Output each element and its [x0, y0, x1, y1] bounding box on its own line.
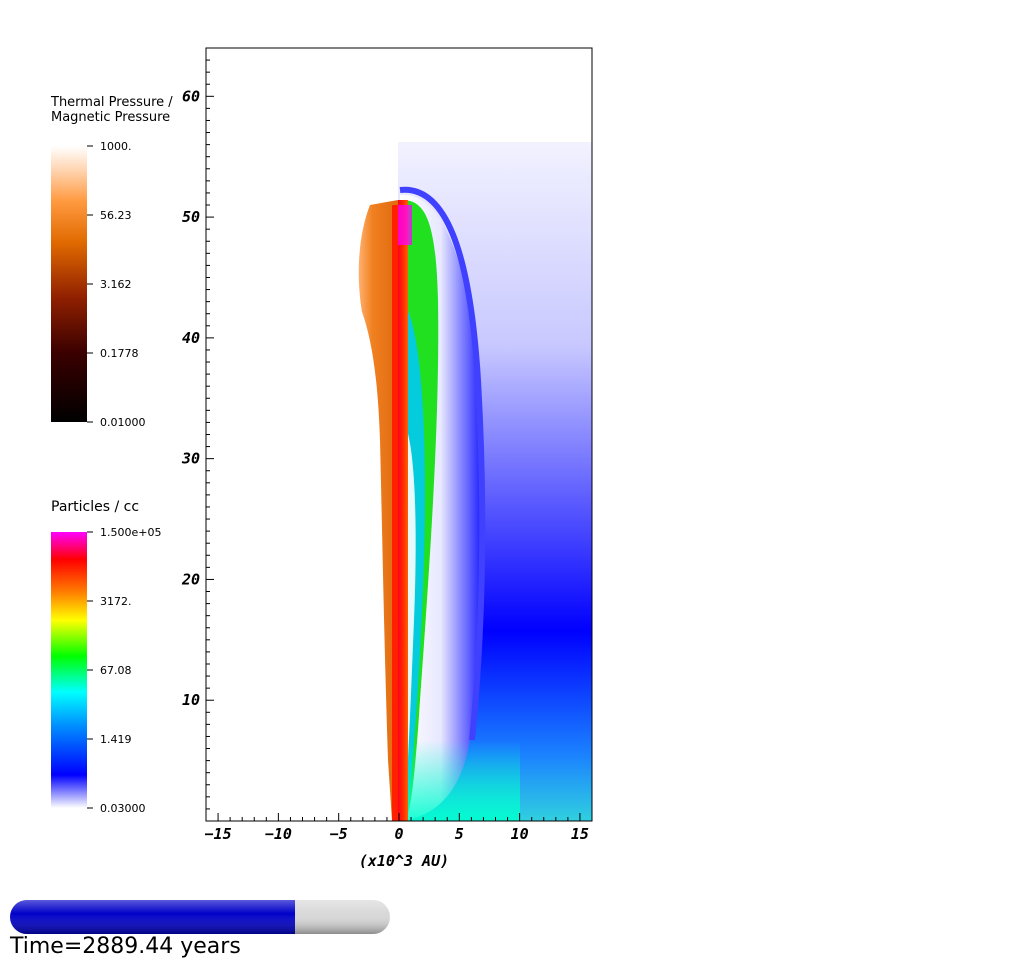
bow-shock [399, 186, 486, 741]
y-axis-labels: 10 20 30 40 50 60 [181, 87, 200, 709]
x-tick-label: 15 [571, 825, 589, 843]
x-tick-label: 10 [511, 825, 529, 843]
pressure-tick-label: 3.162 [100, 278, 132, 291]
y-tick-label: 50 [182, 208, 200, 226]
density-colorbar-gradient [51, 532, 87, 808]
x-axis-title: (x10^3 AU) [359, 852, 449, 870]
x-tick-label: 5 [455, 825, 464, 843]
y-tick-label: 20 [181, 570, 200, 588]
pressure-jet [358, 200, 398, 821]
density-tick-label: 0.03000 [100, 802, 146, 815]
density-colorbar: 1.500e+05 3172. 67.08 1.419 0.03000 [51, 526, 161, 815]
y-tick-label: 30 [181, 450, 200, 468]
x-tick-label: 0 [394, 825, 403, 843]
pressure-colorbar-ticks [87, 145, 93, 423]
main-plot: −15 −10 −5 0 5 10 15 10 20 30 40 50 60 (x10^3 AU) [181, 47, 593, 870]
field-image [358, 142, 592, 821]
x-tick-label: −15 [205, 825, 232, 843]
density-tick-label: 1.500e+05 [100, 526, 161, 539]
y-tick-label: 60 [182, 87, 200, 105]
density-tick-label: 67.08 [100, 664, 132, 677]
pressure-jet-core [392, 205, 398, 821]
density-tick-label: 1.419 [100, 733, 132, 746]
pressure-tick-label: 56.23 [100, 209, 132, 222]
pressure-tick-label: 0.01000 [100, 416, 146, 429]
x-axis-ticks [205, 813, 593, 821]
density-colorbar-ticks [87, 531, 93, 809]
pressure-colorbar: 1000. 56.23 3.162 0.1778 0.01000 [51, 140, 146, 429]
density-tick-label: 3172. [100, 595, 132, 608]
density-colorbar-title: Particles / cc [51, 499, 140, 515]
x-axis-labels: −15 −10 −5 0 5 10 15 [205, 825, 589, 843]
density-jet [398, 200, 408, 821]
x-tick-label: −10 [265, 825, 292, 843]
pressure-tick-label: 1000. [100, 140, 132, 153]
y-tick-label: 10 [182, 691, 200, 709]
pressure-colorbar-gradient [51, 146, 87, 422]
base-glow [400, 740, 520, 821]
x-tick-label: −5 [330, 825, 348, 843]
y-tick-label: 40 [182, 329, 200, 347]
time-progress-bar [10, 900, 390, 934]
jet-head [398, 205, 412, 245]
y-axis-ticks [206, 47, 214, 810]
time-label: Time=2889.44 years [10, 934, 241, 959]
pressure-colorbar-title: Thermal Pressure / Magnetic Pressure [51, 95, 173, 125]
pressure-tick-label: 0.1778 [100, 347, 139, 360]
